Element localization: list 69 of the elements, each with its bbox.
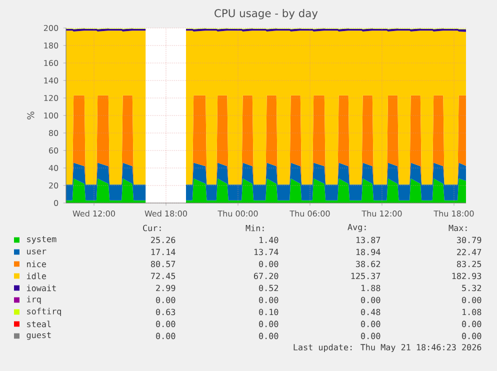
text: 0.00: [259, 296, 278, 304]
x-tick-label: Wed 12:00: [72, 210, 115, 217]
y-tick-label: 180: [44, 42, 58, 49]
y-tick-label: 140: [44, 77, 58, 84]
text: Max:: [448, 224, 467, 232]
text: 125.37: [351, 272, 380, 280]
text: 1.88: [362, 284, 380, 292]
text: 0.63: [156, 308, 176, 316]
y-axis-title: %: [27, 112, 34, 120]
text: 17.14: [151, 248, 176, 256]
text: 25.26: [151, 236, 176, 244]
legend-label: idle: [27, 272, 46, 280]
text: 5.32: [462, 284, 482, 292]
chart-title: CPU usage - by day: [214, 8, 318, 20]
text: 80.57: [150, 260, 176, 268]
text: 38.62: [356, 260, 380, 268]
text: 0.00: [462, 320, 482, 328]
text: 0.10: [259, 308, 278, 316]
text: 0.00: [361, 296, 380, 304]
x-tick-label: Wed 18:00: [144, 210, 187, 217]
text: 2.99: [156, 284, 176, 292]
text: 30.79: [457, 236, 482, 244]
text: Last update: Thu May 21 18:46:23 2026: [294, 344, 482, 352]
text: Avg:: [348, 224, 366, 232]
y-tick-label: 40: [48, 164, 58, 172]
text: 13.87: [356, 236, 380, 244]
text: 0.00: [259, 332, 278, 340]
text: 182.93: [452, 272, 482, 280]
text: 0.00: [259, 260, 278, 268]
x-tick-label: Thu 18:00: [434, 210, 474, 217]
legend-label: softirq: [27, 308, 61, 316]
y-tick-label: 60: [49, 147, 58, 154]
legend-label: iowait: [27, 284, 56, 292]
text: 0.00: [361, 332, 380, 340]
text: 0.00: [259, 320, 278, 328]
text: 0.00: [361, 320, 380, 328]
text: 0.00: [156, 332, 176, 340]
text: 0.00: [462, 296, 482, 304]
text: Cur:: [143, 224, 161, 232]
y-tick-label: 0: [54, 200, 58, 206]
text: 72.45: [151, 272, 176, 280]
text: 0.52: [259, 284, 278, 292]
legend-label: irq: [27, 296, 41, 304]
legend-label: guest: [26, 332, 51, 340]
text: Min:: [246, 224, 264, 232]
text: 0.00: [156, 296, 176, 304]
y-tick-label: 80: [48, 130, 58, 136]
text: 67.20: [254, 272, 278, 280]
text: 83.25: [456, 260, 482, 268]
text: 1.40: [260, 236, 278, 244]
text: 1.08: [462, 308, 482, 316]
y-tick-label: 200: [44, 24, 58, 32]
x-tick-label: Thu 12:00: [362, 210, 402, 217]
text: 0.48: [361, 308, 380, 316]
y-tick-label: 160: [44, 60, 58, 66]
text: 13.74: [254, 248, 278, 256]
text: 0.00: [462, 332, 482, 340]
y-tick-label: 20: [49, 182, 58, 189]
y-tick-label: 120: [44, 94, 58, 102]
legend-label: system: [27, 236, 56, 244]
legend-label: nice: [27, 260, 46, 268]
legend-label: user: [27, 250, 46, 254]
x-tick-label: Thu 06:00: [290, 210, 330, 217]
x-tick-label: Thu 00:00: [218, 210, 258, 217]
legend-label: steal: [27, 320, 51, 328]
y-tick-label: 100: [44, 112, 58, 119]
text: 22.47: [457, 248, 482, 256]
text: 18.94: [356, 248, 380, 256]
text: 0.00: [156, 320, 176, 328]
